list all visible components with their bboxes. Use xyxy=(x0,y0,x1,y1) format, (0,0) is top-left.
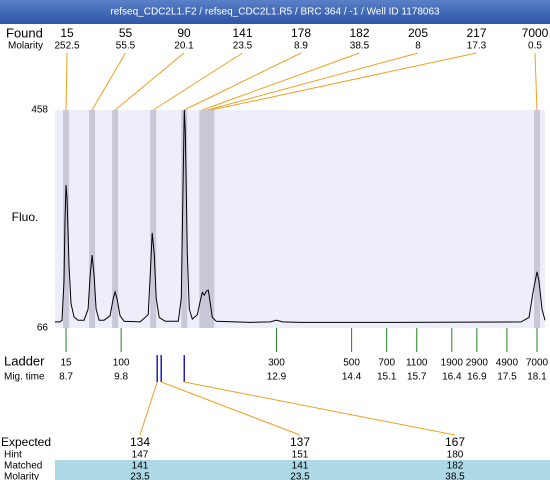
peak-band xyxy=(181,110,188,328)
peak-band xyxy=(208,110,215,328)
peak-band xyxy=(150,110,157,328)
found-size: 90 xyxy=(177,26,191,40)
found-molarity: 252.5 xyxy=(54,41,79,52)
y-tick-label: 66 xyxy=(37,323,49,334)
peak-band xyxy=(199,110,206,328)
y-axis-label: Fluo. xyxy=(12,210,39,224)
ladder-size: 1900 xyxy=(441,358,464,369)
found-size: 182 xyxy=(349,26,369,40)
ladder-label: Ladder xyxy=(4,353,45,368)
row-value: 180 xyxy=(447,450,464,461)
ladder-time: 9.8 xyxy=(114,372,128,383)
molarity-label: Molarity xyxy=(8,41,43,52)
peak-connector xyxy=(207,52,419,111)
header-title: refseq_CDC2L1.F2 / refseq_CDC2L1.R5 / BR… xyxy=(110,7,440,18)
found-molarity: 55.5 xyxy=(116,41,136,52)
ladder-time: 12.9 xyxy=(267,372,287,383)
expected-connector xyxy=(139,381,158,436)
peak-connector xyxy=(184,52,302,111)
peak-connector xyxy=(202,52,360,111)
mig-time-label: Mig. time xyxy=(4,372,45,383)
ladder-time: 18.1 xyxy=(527,372,547,383)
row-value: 134 xyxy=(130,435,150,449)
row-value: 147 xyxy=(132,450,149,461)
found-molarity: 23.5 xyxy=(233,41,253,52)
row-value: 151 xyxy=(292,450,309,461)
ladder-time: 15.1 xyxy=(377,372,397,383)
expected-connector xyxy=(161,381,301,436)
y-tick-label: 458 xyxy=(31,105,48,116)
found-molarity: 8 xyxy=(415,41,421,52)
row-label: Molarity xyxy=(4,472,39,480)
peak-connector xyxy=(114,52,185,111)
ladder-size: 700 xyxy=(378,358,395,369)
ladder-time: 14.4 xyxy=(342,372,362,383)
row-label: Matched xyxy=(4,461,42,472)
ladder-time: 15.7 xyxy=(407,372,427,383)
found-size: 178 xyxy=(291,26,311,40)
found-size: 15 xyxy=(60,26,74,40)
found-molarity: 20.1 xyxy=(174,41,194,52)
peak-band xyxy=(63,110,70,328)
found-size: 55 xyxy=(119,26,133,40)
row-value: 23.5 xyxy=(290,472,310,480)
ladder-size: 1100 xyxy=(406,358,428,369)
header-bar xyxy=(0,0,550,24)
row-value: 137 xyxy=(290,435,310,449)
highlight-row xyxy=(55,471,550,480)
found-size: 7000 xyxy=(522,26,549,40)
row-value: 141 xyxy=(132,461,149,472)
peak-connector xyxy=(211,52,477,111)
found-size: 217 xyxy=(466,26,486,40)
ladder-time: 16.9 xyxy=(467,372,487,383)
trace-line xyxy=(55,109,546,323)
ladder-size: 300 xyxy=(268,358,285,369)
ladder-time: 17.5 xyxy=(497,372,517,383)
peak-connector xyxy=(65,52,68,111)
row-value: 23.5 xyxy=(130,472,150,480)
ladder-size: 4900 xyxy=(496,358,519,369)
row-label: Hint xyxy=(4,450,22,461)
found-molarity: 0.5 xyxy=(528,41,542,52)
peak-band xyxy=(89,110,96,328)
row-label: Expected xyxy=(1,435,51,449)
found-label: Found xyxy=(6,25,43,40)
row-value: 141 xyxy=(292,461,309,472)
ladder-size: 15 xyxy=(60,358,72,369)
ladder-size: 7000 xyxy=(526,358,549,369)
row-value: 167 xyxy=(445,435,465,449)
highlight-row xyxy=(55,460,550,472)
found-molarity: 8.9 xyxy=(294,41,308,52)
peak-band xyxy=(112,110,119,328)
peak-connector xyxy=(152,52,243,111)
found-molarity: 17.3 xyxy=(467,41,487,52)
found-molarity: 38.5 xyxy=(350,41,370,52)
peak-connector xyxy=(534,52,538,111)
ladder-size: 500 xyxy=(343,358,360,369)
plot-area xyxy=(55,110,545,328)
found-size: 205 xyxy=(408,26,428,40)
peak-connector xyxy=(91,52,126,111)
ladder-time: 8.7 xyxy=(59,372,73,383)
row-value: 38.5 xyxy=(445,472,465,480)
row-value: 182 xyxy=(447,461,464,472)
peak-band xyxy=(204,110,211,328)
ladder-time: 16.4 xyxy=(442,372,462,383)
ladder-size: 2900 xyxy=(466,358,489,369)
ladder-size: 100 xyxy=(113,358,130,369)
expected-connector xyxy=(184,381,456,436)
peak-band xyxy=(533,110,540,328)
found-size: 141 xyxy=(232,26,252,40)
